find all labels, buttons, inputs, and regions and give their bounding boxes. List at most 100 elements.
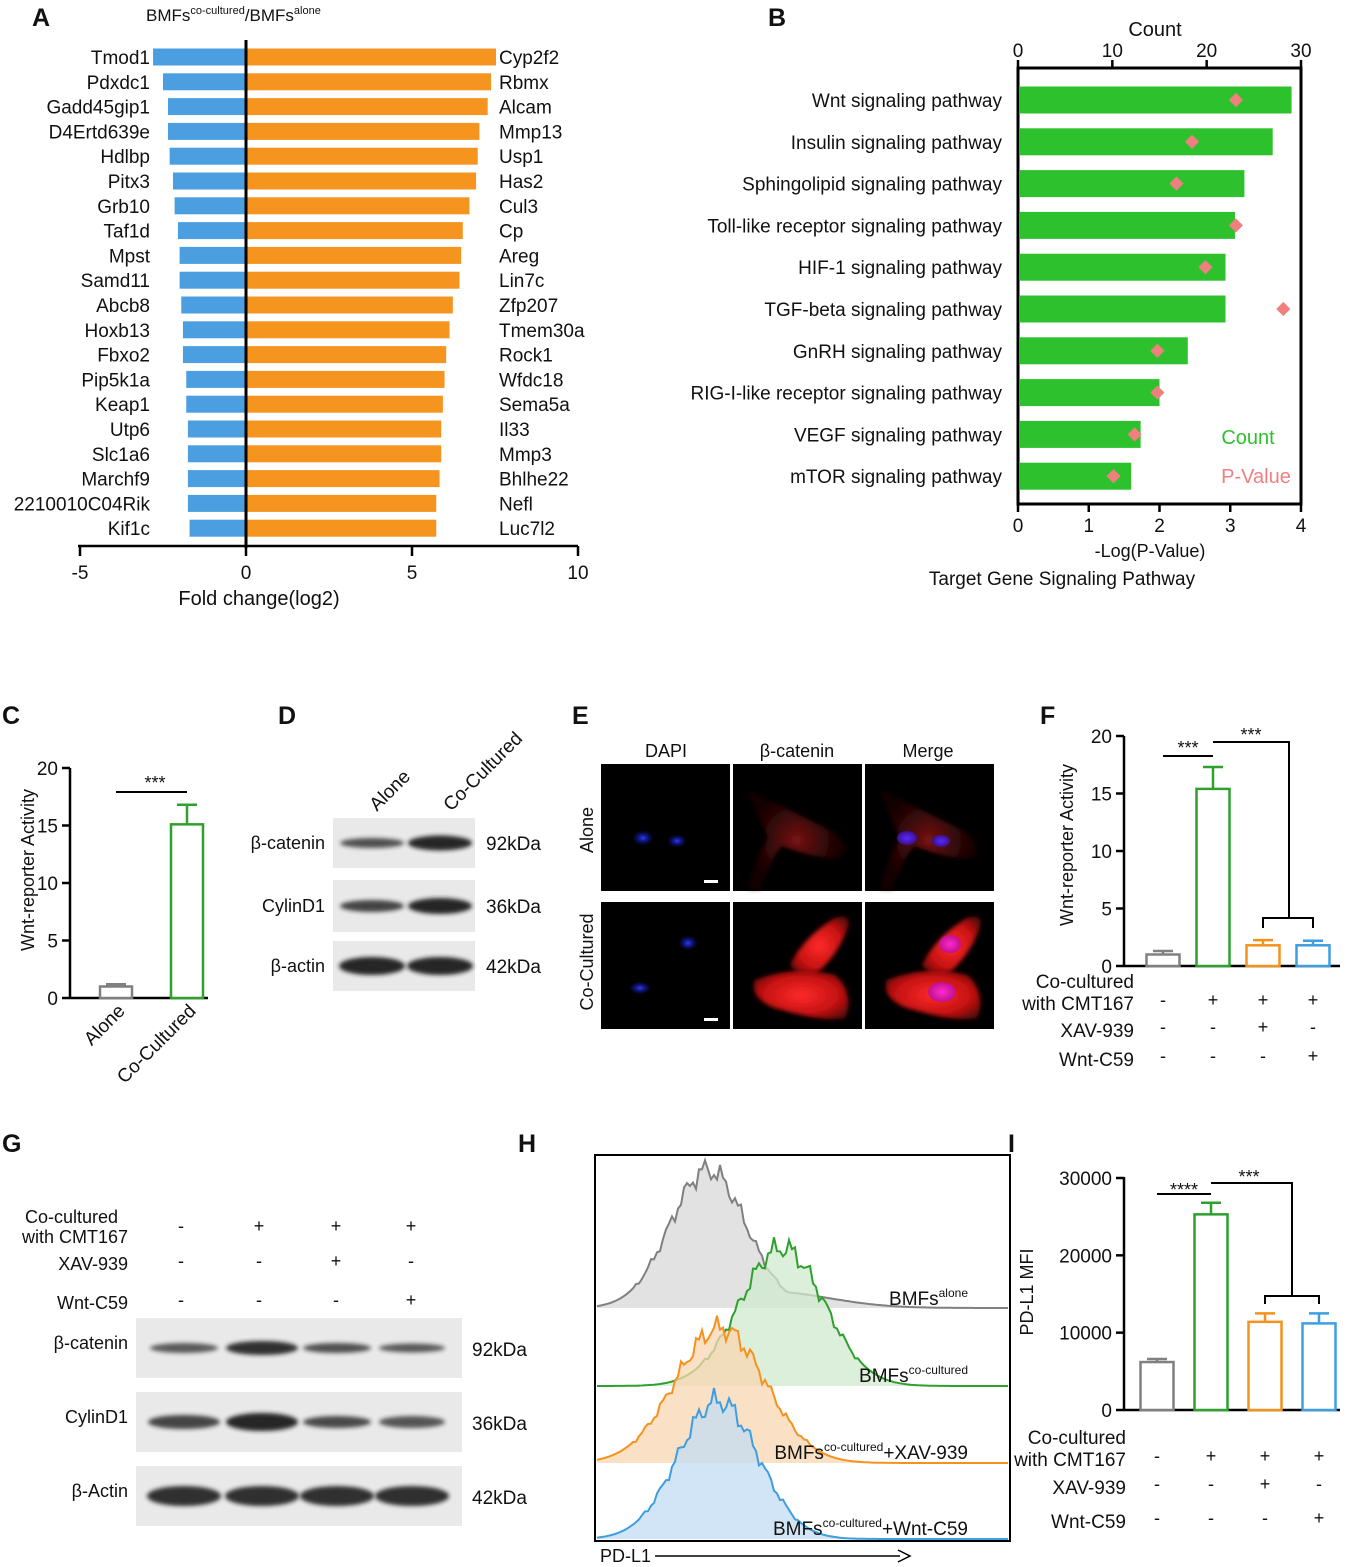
y-tick-label: 20000 [1059, 1246, 1112, 1267]
pvalue-marker [1127, 427, 1142, 442]
panel-a-x-label: Fold change(log2) [178, 588, 339, 610]
protein-label: β-catenin [54, 1333, 128, 1353]
down-gene-label: Slc1a6 [92, 445, 150, 466]
condition-label: Co-cultured [1028, 1428, 1126, 1449]
condition-sign: - [256, 1290, 262, 1310]
up-gene-label: Tmem30a [499, 321, 585, 342]
scale-bar [704, 1018, 718, 1021]
histogram-fill [597, 1160, 1008, 1308]
condition-sign: - [1208, 1474, 1214, 1494]
up-gene-label: Sema5a [499, 395, 570, 416]
up-bar [247, 321, 450, 339]
up-gene-label: Has2 [499, 172, 543, 193]
pathway-label: HIF-1 signaling pathway [798, 258, 1002, 279]
blot-d-3-band [339, 957, 405, 975]
count-bar [1020, 211, 1235, 239]
up-bar [247, 296, 453, 314]
condition-label: Wnt-C59 [1051, 1512, 1126, 1533]
blot-g-3-band [147, 1486, 221, 1506]
down-bar [179, 246, 246, 264]
up-bar [247, 420, 442, 438]
down-gene-label: Abcb8 [96, 296, 150, 317]
panel-b-legend-count: Count [1221, 427, 1275, 449]
y-tick-label: 0 [47, 989, 58, 1010]
blot-g-3-band [300, 1486, 374, 1506]
series-label: BMFsalone [889, 1286, 968, 1310]
condition-sign: + [331, 1216, 342, 1236]
down-gene-label: Keap1 [95, 395, 150, 416]
blot-g-1-band [379, 1343, 445, 1353]
series-label: BMFsco-cultured+XAV-939 [774, 1440, 968, 1464]
top-tick-label: 30 [1290, 41, 1311, 62]
blot-d-2-band [340, 900, 404, 912]
significance-stars: *** [1238, 1167, 1259, 1187]
condition-label: XAV-939 [58, 1254, 128, 1274]
bar [1301, 1322, 1337, 1412]
significance-bracket [1262, 917, 1314, 928]
condition-sign: + [1260, 1446, 1271, 1466]
nucleus [939, 935, 961, 953]
y-tick-label: 5 [1101, 900, 1112, 921]
down-bar [167, 122, 246, 140]
size-label: 92kDa [486, 834, 541, 855]
down-bar [177, 222, 246, 240]
histogram-line [597, 1236, 1008, 1387]
down-bar [163, 73, 246, 91]
condition-sign: - [1160, 1046, 1166, 1066]
size-label: 92kDa [472, 1340, 527, 1361]
histogram-fill [597, 1388, 1008, 1539]
pathway-label: TGF-beta signaling pathway [764, 300, 1002, 321]
significance-stars: **** [1170, 1180, 1198, 1200]
down-bar [169, 147, 246, 165]
panel-h-arrow-head [897, 1549, 912, 1563]
condition-label: Co-cultured [1036, 972, 1134, 993]
up-gene-label: Wfdc18 [499, 370, 563, 391]
pvalue-marker [1228, 218, 1243, 233]
blot-g-1-band [226, 1341, 298, 1355]
down-bar [182, 346, 246, 364]
condition-sign: + [406, 1216, 417, 1236]
image-alone-dapi [601, 764, 730, 891]
up-bar [247, 197, 470, 215]
up-gene-label: Lin7c [499, 271, 544, 292]
up-gene-label: Cul3 [499, 197, 538, 218]
y-tick-label: 20 [37, 759, 58, 780]
pathway-label: Wnt signaling pathway [812, 91, 1003, 112]
bar [1145, 953, 1181, 968]
pathway-label: GnRH signaling pathway [793, 342, 1003, 363]
down-gene-label: Marchf9 [81, 470, 150, 491]
protein-label: CylinD1 [65, 1407, 128, 1427]
blot-g-1-band [150, 1343, 218, 1353]
down-bar [187, 470, 246, 488]
panel-h-frame [594, 1154, 1011, 1542]
blot-d-3-band [407, 957, 473, 975]
bottom-tick-label: 2 [1154, 516, 1165, 537]
up-gene-label: Mmp3 [499, 445, 552, 466]
count-bar [1020, 295, 1226, 323]
bar [1195, 787, 1231, 968]
panel-label-d: D [278, 702, 296, 730]
pvalue-marker [1198, 260, 1213, 275]
panel-e-col-dapi: DAPI [645, 741, 687, 761]
down-gene-label: Fbxo2 [97, 346, 150, 367]
down-gene-label: Kif1c [108, 519, 150, 540]
condition-sign: + [1208, 990, 1219, 1010]
significance-stars: *** [1177, 738, 1198, 758]
size-label: 36kDa [472, 1414, 527, 1435]
x-tick-label: 5 [407, 563, 418, 584]
panel-c-y-label: Wnt-reporter Activity [18, 789, 38, 951]
condition-sign: - [408, 1251, 414, 1271]
down-bar [179, 271, 246, 289]
count-bar [1020, 170, 1245, 198]
up-gene-label: Usp1 [499, 147, 543, 168]
down-gene-label: Tmod1 [91, 48, 150, 69]
up-gene-label: Rbmx [499, 73, 549, 94]
blot-g-2-band [148, 1415, 220, 1429]
protein-label: CylinD1 [262, 896, 325, 916]
down-bar [187, 420, 246, 438]
up-bar [247, 346, 447, 364]
bar [1247, 1320, 1283, 1412]
up-bar [247, 395, 443, 413]
